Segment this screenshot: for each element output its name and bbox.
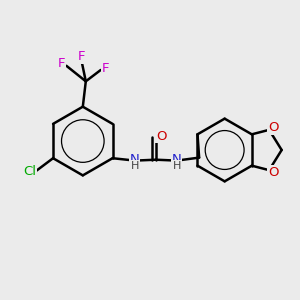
Text: F: F: [78, 50, 85, 63]
Text: N: N: [130, 153, 140, 166]
Text: N: N: [172, 153, 182, 166]
Text: F: F: [101, 62, 109, 75]
Text: O: O: [156, 130, 166, 142]
Text: O: O: [268, 121, 278, 134]
Text: Cl: Cl: [23, 165, 36, 178]
Text: O: O: [268, 166, 278, 179]
Text: F: F: [58, 57, 66, 70]
Text: H: H: [172, 161, 181, 171]
Text: H: H: [131, 161, 139, 171]
